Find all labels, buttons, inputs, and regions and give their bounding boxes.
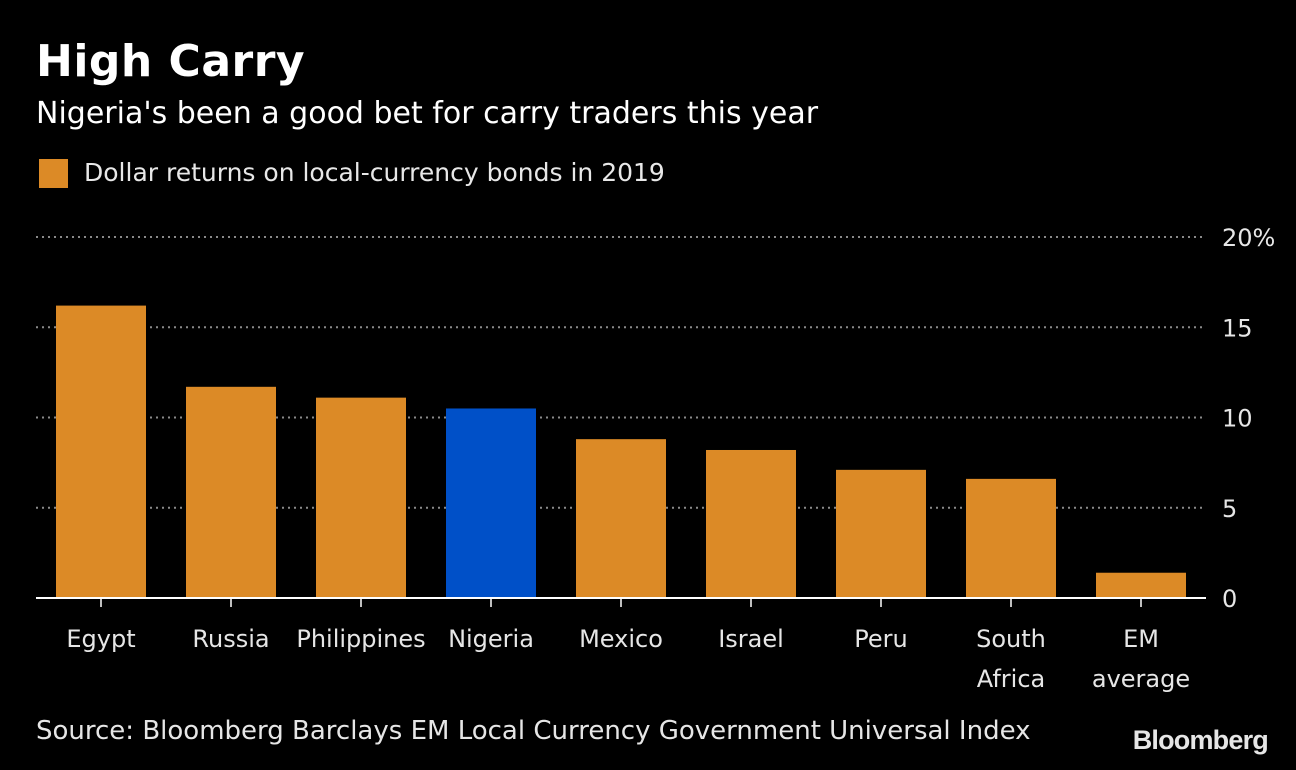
- y-tick-labels: 0 5 10 15 20%: [1222, 224, 1275, 613]
- bar-philippines: [316, 397, 406, 598]
- y-tick-label-10: 10: [1222, 405, 1253, 433]
- legend-label: Dollar returns on local-currency bonds i…: [84, 158, 665, 187]
- legend-swatch: [39, 158, 68, 188]
- x-tick-label-nigeria: Nigeria: [448, 625, 534, 653]
- chart-title: High Carry: [36, 36, 306, 87]
- x-tick-label-south-africa: South Africa: [976, 625, 1046, 693]
- bloomberg-logo: Bloomberg: [1132, 725, 1269, 755]
- bar-egypt: [56, 305, 146, 598]
- bar-em-average: [1096, 572, 1186, 598]
- chart-legend: Dollar returns on local-currency bonds i…: [39, 156, 665, 190]
- y-tick-label-20: 20%: [1222, 224, 1275, 252]
- bar-peru: [836, 469, 926, 598]
- x-tick-labels: Egypt Russia Philippines Nigeria Mexico Israe…: [66, 625, 1190, 693]
- bar-mexico: [576, 439, 666, 598]
- bar-russia: [186, 386, 276, 598]
- x-tick-label-peru: Peru: [854, 625, 907, 653]
- x-tick-label-israel: Israel: [718, 625, 784, 653]
- bars: [56, 305, 1186, 598]
- bar-israel: [706, 449, 796, 598]
- chart-subtitle: Nigeria's been a good bet for carry trad…: [36, 96, 819, 131]
- y-tick-label-15: 15: [1222, 314, 1253, 342]
- bar-nigeria: [446, 408, 536, 598]
- x-tick-label-egypt: Egypt: [66, 625, 135, 653]
- x-axis: [36, 597, 1206, 607]
- x-tick-label-em-average: EM average: [1092, 625, 1190, 693]
- y-tick-label-0: 0: [1222, 585, 1237, 613]
- x-tick-label-mexico: Mexico: [579, 625, 663, 653]
- x-tick-label-russia: Russia: [192, 625, 269, 653]
- x-tick-label-philippines: Philippines: [296, 625, 425, 653]
- source-note: Source: Bloomberg Barclays EM Local Curr…: [36, 716, 1031, 746]
- y-tick-label-5: 5: [1222, 495, 1237, 523]
- bar-south-africa: [966, 478, 1056, 598]
